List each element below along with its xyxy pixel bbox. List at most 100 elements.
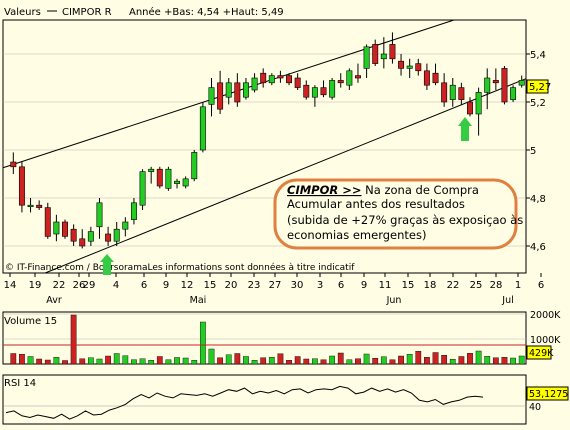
volume-tick-label: 2000K — [530, 310, 561, 321]
x-tick-label: 9 — [361, 280, 367, 291]
rsi-line — [5, 385, 484, 420]
price-tick-label: 5,2 — [530, 98, 546, 109]
candle-body — [423, 70, 430, 86]
candle — [96, 198, 103, 239]
volume-bar — [492, 357, 499, 365]
x-tick-label: 27 — [269, 280, 282, 291]
candle — [156, 166, 163, 189]
volume-bar — [441, 355, 448, 365]
candle-body — [242, 82, 249, 98]
volume-bar — [113, 353, 120, 365]
header-ticker: CIMPOR R — [62, 7, 112, 18]
x-tick-label: 6 — [538, 280, 544, 291]
candle-body — [372, 44, 379, 64]
x-tick-label: 12 — [181, 280, 194, 291]
candle — [122, 217, 129, 237]
candle-body — [320, 87, 327, 96]
x-tick-label: 6 — [141, 280, 147, 291]
volume-bar — [380, 356, 387, 365]
candle-body — [139, 171, 146, 206]
volume-bar — [208, 348, 215, 365]
candle-body — [441, 82, 448, 103]
volume-bar — [19, 354, 25, 365]
annotation-border — [273, 178, 518, 250]
candle-body — [165, 168, 172, 189]
candle — [148, 166, 155, 184]
candle — [217, 70, 224, 114]
candle — [320, 80, 327, 98]
candle — [87, 226, 94, 246]
candle-body — [182, 178, 189, 187]
x-tick-label: 19 — [29, 280, 42, 291]
price-y-tick-labels: 5,4 5,2 5 4,8 4,6 — [530, 50, 546, 253]
candle — [268, 73, 275, 86]
candle — [286, 73, 293, 86]
candle-body — [432, 72, 439, 84]
candle — [277, 70, 284, 83]
volume-bar — [165, 359, 172, 365]
x-tick-label: 15 — [204, 280, 217, 291]
candle — [10, 152, 17, 174]
volume-bar — [62, 360, 68, 365]
volume-bar — [217, 357, 223, 365]
volume-bar — [294, 356, 301, 365]
volume-badge-box — [526, 345, 552, 360]
candle — [423, 63, 430, 90]
candle-body — [10, 161, 17, 168]
volume-bar — [87, 357, 94, 365]
candle — [199, 102, 206, 153]
candle-body — [268, 75, 275, 84]
candle-body — [406, 65, 413, 69]
x-tick-label: 4 — [113, 280, 119, 291]
candle — [260, 68, 267, 88]
candle-body — [148, 168, 155, 172]
volume-bar — [363, 353, 370, 365]
candle — [346, 68, 353, 90]
x-tick-label: 30 — [291, 280, 304, 291]
x-tick-label: 6 — [338, 280, 344, 291]
annotation-line-2: Acumular antes dos resultados — [287, 197, 465, 211]
candle-body — [156, 168, 163, 187]
candle-body — [113, 228, 120, 242]
candle — [380, 37, 387, 69]
volume-frame — [2, 311, 527, 365]
x-tick-label: 15 — [402, 280, 415, 291]
x-tick-label: 1 — [515, 280, 521, 291]
candle — [458, 82, 465, 105]
rsi-frame — [2, 374, 527, 425]
candle — [449, 78, 456, 107]
candle-body — [294, 77, 301, 88]
buy-arrow-right-icon — [458, 117, 472, 141]
candle — [208, 78, 215, 117]
last-price-badge-box — [526, 79, 549, 94]
candle-body — [510, 87, 517, 100]
candle-body — [225, 82, 232, 98]
candle-body — [234, 82, 241, 103]
volume-bar — [96, 358, 103, 365]
rsi-label: RSI 14 — [4, 378, 36, 389]
candle — [174, 178, 180, 189]
annotation-line-3: (subida de +27% graças às exposiçao às — [287, 213, 523, 227]
annotation-box: CIMPOR >> Na zona de Compra Acumular ant… — [273, 178, 523, 250]
last-price-value: 5,27 — [529, 82, 551, 93]
candle-body — [484, 77, 491, 93]
candle-body — [311, 87, 318, 98]
volume-bar — [415, 351, 422, 365]
candle — [363, 44, 370, 78]
candle-body — [346, 70, 353, 86]
candle-body — [475, 92, 482, 115]
candle — [251, 73, 258, 93]
volume-bar — [122, 355, 129, 365]
annotation-line-1-rest: Na zona de Compra — [362, 183, 479, 197]
candle — [53, 214, 60, 242]
candle-body — [191, 152, 198, 180]
candle-body — [53, 221, 60, 235]
candle — [398, 54, 405, 76]
candle — [337, 73, 344, 88]
volume-bar — [260, 357, 267, 365]
candle — [18, 162, 25, 213]
candle-body — [380, 53, 387, 60]
x-tick-label: 11 — [379, 280, 392, 291]
candle — [44, 202, 51, 239]
